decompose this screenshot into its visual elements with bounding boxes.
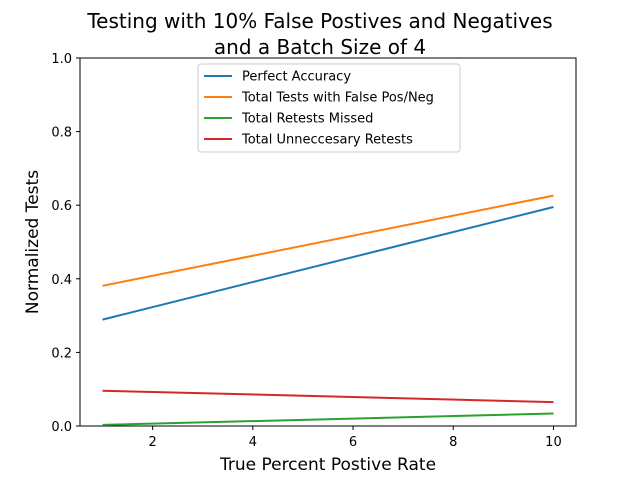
legend-label: Total Retests Missed bbox=[241, 112, 373, 127]
plot-area-frame bbox=[79, 57, 577, 427]
chart-title-line-1: Testing with 10% False Postives and Nega… bbox=[86, 9, 552, 33]
y-tick-label: 0.6 bbox=[51, 199, 72, 214]
x-tick-label: 8 bbox=[449, 435, 457, 450]
x-tick-label: 2 bbox=[149, 435, 157, 450]
y-tick-label: 0.0 bbox=[51, 420, 72, 435]
series-line-total-unneccesary-retests bbox=[102, 389, 554, 404]
y-tick-label: 0.4 bbox=[51, 273, 72, 288]
y-tick-label: 0.8 bbox=[51, 126, 72, 141]
legend: Perfect Accuracy Total Tests with False P… bbox=[197, 63, 461, 153]
legend-label: Total Unneccesary Retests bbox=[241, 133, 413, 148]
y-axis-label: Normalized Tests bbox=[23, 170, 43, 314]
legend-box bbox=[197, 63, 461, 153]
series-line-total-tests-with-false-pos-neg bbox=[102, 194, 554, 287]
x-axis-label: True Percent Postive Rate bbox=[219, 455, 436, 475]
x-tick-label: 6 bbox=[349, 435, 357, 450]
y-axis-ticks: 0.0 0.2 0.4 0.6 0.8 1.0 bbox=[51, 52, 80, 435]
x-tick-label: 10 bbox=[545, 435, 562, 450]
chart-title-line-2: and a Batch Size of 4 bbox=[214, 35, 426, 59]
series-line-total-retests-missed bbox=[102, 412, 554, 426]
series-lines bbox=[102, 194, 554, 426]
y-tick-label: 0.2 bbox=[51, 346, 72, 361]
legend-items: Perfect Accuracy Total Tests with False P… bbox=[204, 70, 434, 148]
legend-label: Total Tests with False Pos/Neg bbox=[241, 91, 434, 106]
x-axis-ticks: 2 4 6 8 10 bbox=[149, 426, 562, 450]
y-tick-label: 1.0 bbox=[51, 52, 72, 67]
legend-label: Perfect Accuracy bbox=[242, 70, 351, 85]
series-line-perfect-accuracy bbox=[102, 206, 554, 321]
x-tick-label: 4 bbox=[249, 435, 257, 450]
